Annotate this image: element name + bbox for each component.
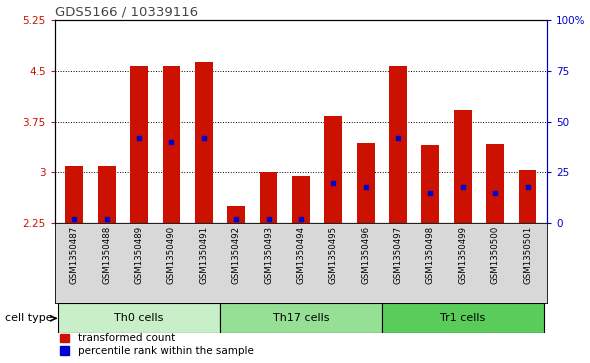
Text: Th17 cells: Th17 cells — [273, 313, 329, 323]
Text: GSM1350501: GSM1350501 — [523, 226, 532, 284]
Bar — [162, 66, 181, 223]
Bar — [454, 110, 471, 223]
Bar — [421, 145, 440, 223]
Bar — [195, 62, 212, 223]
Text: Th0 cells: Th0 cells — [114, 313, 164, 323]
Text: GSM1350499: GSM1350499 — [458, 226, 467, 284]
Bar — [65, 166, 83, 223]
Bar — [382, 303, 544, 333]
Text: GSM1350487: GSM1350487 — [70, 226, 79, 284]
Bar — [227, 206, 245, 223]
Text: GSM1350492: GSM1350492 — [232, 226, 241, 284]
Text: GDS5166 / 10339116: GDS5166 / 10339116 — [55, 6, 198, 19]
Bar — [389, 66, 407, 223]
Bar — [98, 166, 116, 223]
Text: GSM1350497: GSM1350497 — [394, 226, 402, 284]
Text: GSM1350493: GSM1350493 — [264, 226, 273, 284]
Bar — [260, 172, 277, 223]
Bar — [324, 116, 342, 223]
Text: GSM1350495: GSM1350495 — [329, 226, 337, 284]
Text: Tr1 cells: Tr1 cells — [440, 313, 486, 323]
Legend: transformed count, percentile rank within the sample: transformed count, percentile rank withi… — [60, 333, 254, 356]
Text: GSM1350490: GSM1350490 — [167, 226, 176, 284]
Text: GSM1350500: GSM1350500 — [491, 226, 500, 284]
Text: GSM1350488: GSM1350488 — [102, 226, 111, 284]
Text: GSM1350498: GSM1350498 — [426, 226, 435, 284]
Bar — [357, 143, 375, 223]
Text: GSM1350489: GSM1350489 — [135, 226, 143, 284]
Text: GSM1350494: GSM1350494 — [296, 226, 306, 284]
Bar — [486, 144, 504, 223]
Bar — [130, 66, 148, 223]
Bar — [220, 303, 382, 333]
Text: GSM1350491: GSM1350491 — [199, 226, 208, 284]
Bar — [292, 176, 310, 223]
Bar — [58, 303, 220, 333]
Text: GSM1350496: GSM1350496 — [361, 226, 370, 284]
Bar — [519, 170, 536, 223]
Text: cell type: cell type — [5, 313, 53, 323]
